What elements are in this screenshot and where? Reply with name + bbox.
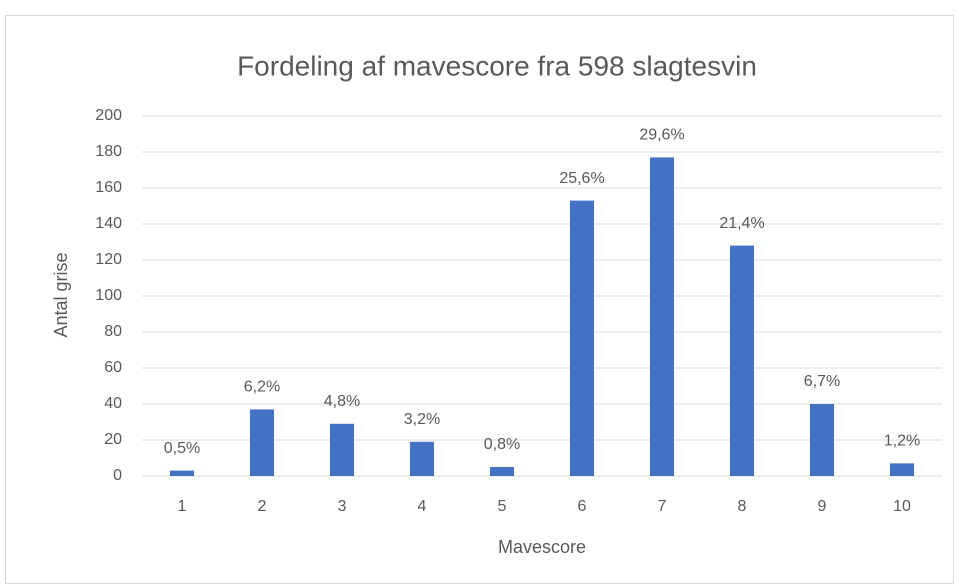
y-tick-label: 40 [104, 395, 122, 412]
y-tick-label: 160 [95, 179, 122, 196]
y-tick-label: 0 [113, 467, 122, 484]
x-tick-label: 1 [178, 498, 187, 515]
y-tick-label: 100 [95, 287, 122, 304]
y-tick-label: 80 [104, 323, 122, 340]
x-tick-label: 8 [738, 498, 747, 515]
data-label: 1,2% [884, 433, 920, 450]
x-tick-label: 9 [818, 498, 827, 515]
bar [810, 404, 834, 476]
data-label: 0,5% [164, 440, 200, 457]
bar [730, 245, 754, 476]
data-label: 29,6% [639, 127, 684, 144]
y-tick-label: 180 [95, 143, 122, 160]
bar [330, 423, 354, 476]
x-tick-label: 3 [338, 498, 347, 515]
bar [170, 470, 194, 476]
bar [570, 200, 594, 476]
data-label: 25,6% [559, 170, 604, 187]
x-tick-label: 2 [258, 498, 267, 515]
data-label: 0,8% [484, 436, 520, 453]
y-tick-label: 140 [95, 215, 122, 232]
data-label: 3,2% [404, 411, 440, 428]
bar [250, 409, 274, 476]
y-tick-label: 200 [95, 107, 122, 124]
x-tick-label: 5 [498, 498, 507, 515]
x-tick-label: 10 [893, 498, 911, 515]
x-tick-label: 4 [418, 498, 427, 515]
data-label: 6,2% [244, 379, 280, 396]
data-label: 6,7% [804, 373, 840, 390]
bar [410, 441, 434, 476]
bar [490, 467, 514, 476]
data-label: 4,8% [324, 393, 360, 410]
x-tick-label: 6 [578, 498, 587, 515]
chart-title: Fordeling af mavescore fra 598 slagtesvi… [237, 50, 757, 81]
y-tick-label: 120 [95, 251, 122, 268]
y-axis-title: Antal grise [51, 252, 71, 337]
x-axis-title: Mavescore [498, 537, 586, 557]
data-label: 21,4% [719, 215, 764, 232]
bar [650, 157, 674, 476]
bar [890, 463, 914, 476]
y-tick-label: 20 [104, 431, 122, 448]
y-tick-label: 60 [104, 359, 122, 376]
x-tick-label: 7 [658, 498, 667, 515]
chart-border [5, 15, 954, 584]
